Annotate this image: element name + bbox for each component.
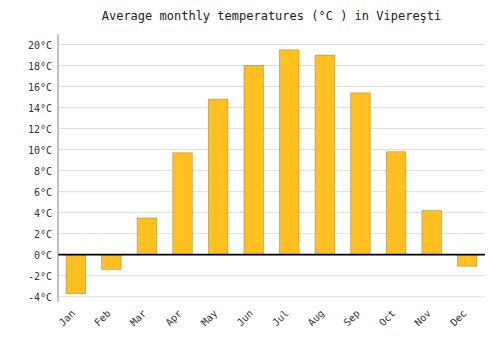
grid-line [58,191,485,192]
grid-line [58,107,485,108]
x-tick-label: Jun [235,308,256,329]
y-tick-label: 0°C [34,250,52,261]
grid-line [58,254,485,255]
grid-line [58,65,485,66]
bar [386,152,406,255]
grid-line [58,170,485,171]
y-tick-label: 16°C [28,82,52,93]
y-axis-line [58,34,59,302]
x-tick-label: Dec [448,308,469,329]
y-tick-label: 18°C [28,61,52,72]
grid-line [58,128,485,129]
bar [244,66,264,255]
grid [58,45,485,297]
x-tick-label: Sep [341,308,362,329]
grid-line [58,86,485,87]
y-tick-label: 12°C [28,124,52,135]
y-tick-label: 8°C [34,166,52,177]
bar [137,218,157,255]
bars [66,50,477,294]
x-tick-label: May [199,308,220,329]
x-tick-label: Jan [57,308,78,329]
x-tick-label: Nov [412,308,433,329]
y-tick-label: 6°C [34,187,52,198]
bar [66,255,86,294]
y-tick-label: 2°C [34,229,52,240]
bar [315,55,335,255]
y-tick-label: 10°C [28,145,52,156]
grid-line [58,275,485,276]
grid-line [58,233,485,234]
x-tick-label: Jul [270,308,291,329]
y-tick-label: 14°C [28,103,52,114]
y-tick-label: -4°C [28,292,52,303]
x-tick-label: Oct [377,308,398,329]
title: Average monthly temperatures (°C ) in Vi… [102,9,442,23]
chart: Average monthly temperatures (°C ) in Vi… [0,0,500,350]
x-tick-label: Apr [163,308,184,329]
x-tick-label: Mar [128,308,149,329]
y-tick-label: -2°C [28,271,52,282]
y-tick-label: 20°C [28,40,52,51]
bar [102,255,122,270]
grid-line [58,149,485,150]
y-tick-label: 4°C [34,208,52,219]
bar [208,99,228,255]
bar [173,153,193,255]
bar [422,211,442,255]
x-tick-label: Aug [306,308,327,329]
bar [457,255,477,267]
grid-line [58,212,485,213]
grid-line [58,296,485,297]
zero-line [58,254,485,256]
x-tick-label: Feb [92,308,113,329]
bar [351,93,371,255]
grid-line [58,44,485,45]
bar [280,50,300,255]
